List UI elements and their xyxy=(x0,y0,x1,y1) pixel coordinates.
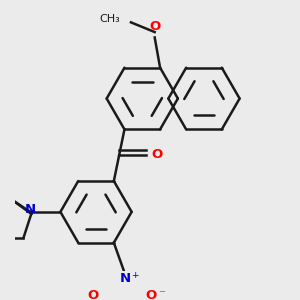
Text: O: O xyxy=(88,289,99,300)
Text: CH₃: CH₃ xyxy=(99,14,120,24)
Text: O: O xyxy=(149,20,160,33)
Text: N: N xyxy=(120,272,131,285)
Text: ⁻: ⁻ xyxy=(158,288,165,300)
Text: O: O xyxy=(151,148,163,160)
Text: +: + xyxy=(130,271,138,280)
Text: O: O xyxy=(145,289,156,300)
Text: N: N xyxy=(25,203,36,216)
